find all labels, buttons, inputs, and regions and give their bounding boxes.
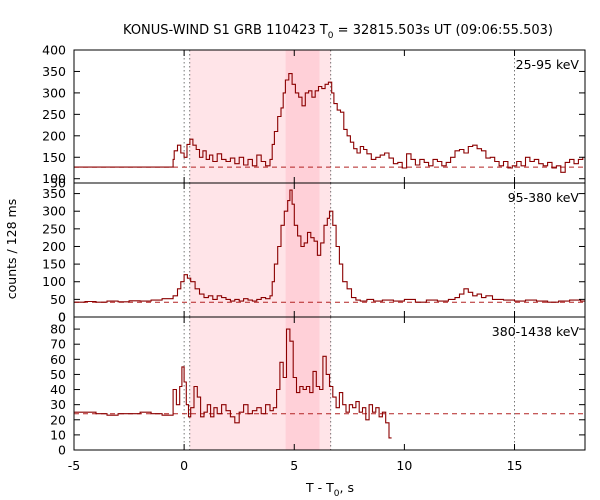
y-tick-label: 200 bbox=[42, 128, 66, 143]
y-tick-label: 0 bbox=[58, 310, 66, 325]
y-tick-label: 100 bbox=[42, 171, 66, 186]
y-tick-label: 50 bbox=[50, 176, 66, 191]
chart-title: KONUS-WIND S1 GRB 110423 T0 = 32815.503s… bbox=[123, 23, 553, 41]
shaded-region-1 bbox=[285, 50, 320, 450]
y-tick-label: 0 bbox=[58, 310, 66, 325]
y-tick-label: 350 bbox=[42, 186, 66, 201]
panel-frame bbox=[73, 316, 586, 451]
y-tick-label: 300 bbox=[42, 85, 66, 100]
x-tick-label: 15 bbox=[507, 458, 523, 473]
y-tick-label: 20 bbox=[50, 412, 66, 427]
y-tick-label: 40 bbox=[50, 382, 66, 397]
y-tick-label: 150 bbox=[42, 150, 66, 165]
y-tick-label: 30 bbox=[50, 397, 66, 412]
y-tick-label: 50 bbox=[50, 367, 66, 382]
y-tick-label: 70 bbox=[50, 337, 66, 352]
y-tick-label: 300 bbox=[42, 204, 66, 219]
light-curve-series bbox=[74, 328, 392, 439]
light-curve-series bbox=[74, 73, 584, 173]
x-tick-label: 5 bbox=[290, 458, 298, 473]
light-curve-series bbox=[74, 189, 585, 303]
energy-band-label: 95-380 keV bbox=[508, 190, 580, 205]
y-tick-label: 0 bbox=[58, 443, 66, 458]
x-tick-label: 0 bbox=[180, 458, 188, 473]
y-axis-label: counts / 128 ms bbox=[4, 199, 19, 299]
y-tick-label: 200 bbox=[42, 239, 66, 254]
panel-0: 100 150 200 250 300 350 400 50 25-95 keV bbox=[42, 43, 586, 191]
energy-band-label: 380-1438 keV bbox=[492, 324, 580, 339]
y-tick-label: 350 bbox=[42, 64, 66, 79]
y-tick-label: 60 bbox=[50, 352, 66, 367]
x-tick-label: -5 bbox=[68, 458, 80, 473]
y-tick-label: 400 bbox=[42, 43, 66, 58]
x-tick-label: 10 bbox=[396, 458, 412, 473]
y-tick-label: 80 bbox=[50, 322, 66, 337]
y-tick-label: 250 bbox=[42, 221, 66, 236]
y-tick-label: 250 bbox=[42, 107, 66, 122]
y-tick-label: 10 bbox=[50, 427, 66, 442]
x-axis-label: T - T0, s bbox=[305, 480, 354, 499]
y-tick-label: 50 bbox=[50, 292, 66, 307]
y-tick-label: 100 bbox=[42, 274, 66, 289]
y-tick-label: 150 bbox=[42, 257, 66, 272]
energy-band-label: 25-95 keV bbox=[516, 57, 580, 72]
